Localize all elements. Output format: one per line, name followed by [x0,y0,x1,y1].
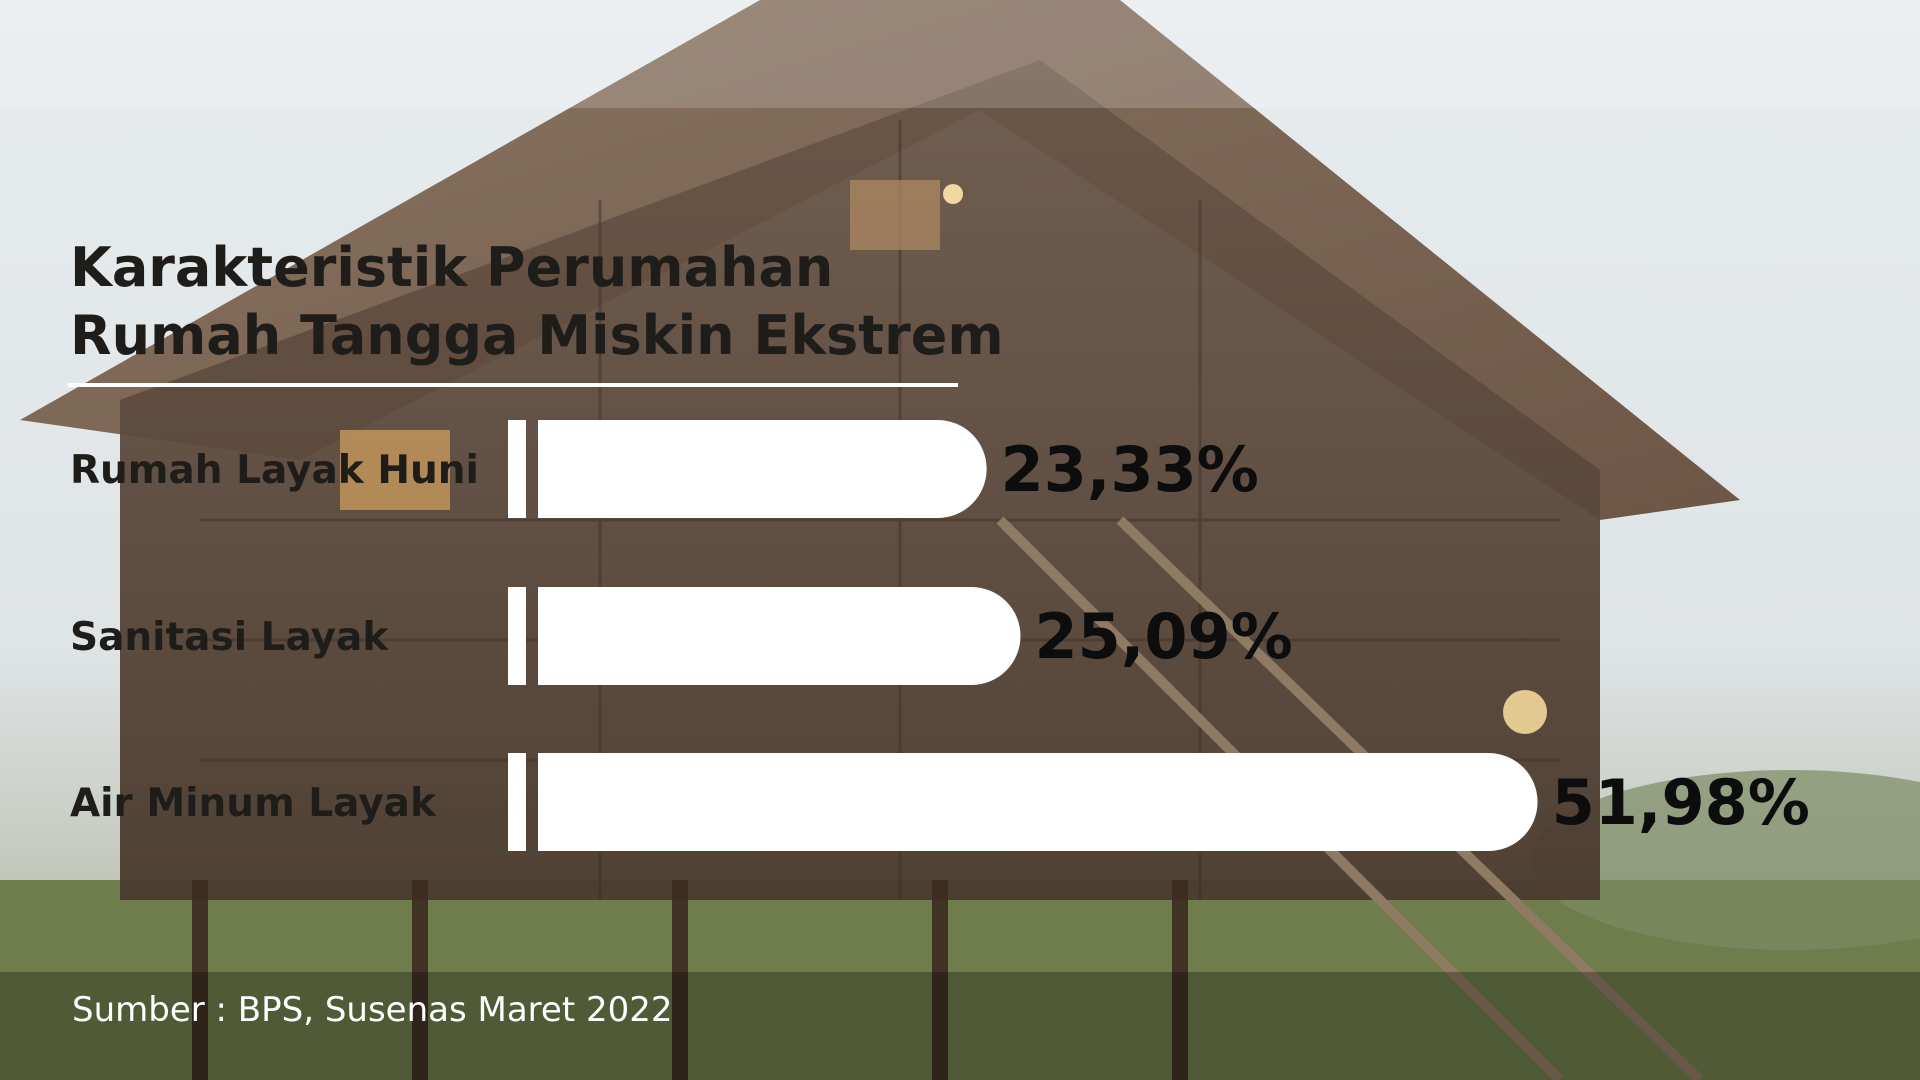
value-label: 25,09% [1035,600,1293,673]
bar-axis-tick [508,420,526,518]
source-note: Sumber : BPS, Susenas Maret 2022 [72,990,673,1030]
category-label: Sanitasi Layak [70,615,389,660]
bars-group: Rumah Layak Huni 23,33% Sanitasi Layak 25,0… [70,420,1810,851]
chart-title-line-1: Karakteristik Perumahan [70,236,833,299]
chart-title-line-2: Rumah Tangga Miskin Ekstrem [70,304,1004,367]
bar-axis-tick [508,753,526,851]
bar [538,753,1538,851]
value-label: 23,33% [1001,433,1259,506]
bar [538,587,1021,685]
category-label: Air Minum Layak [70,781,437,826]
category-label: Rumah Layak Huni [70,448,479,493]
value-label: 51,98% [1552,766,1810,839]
bar [538,420,987,518]
bar-axis-tick [508,587,526,685]
